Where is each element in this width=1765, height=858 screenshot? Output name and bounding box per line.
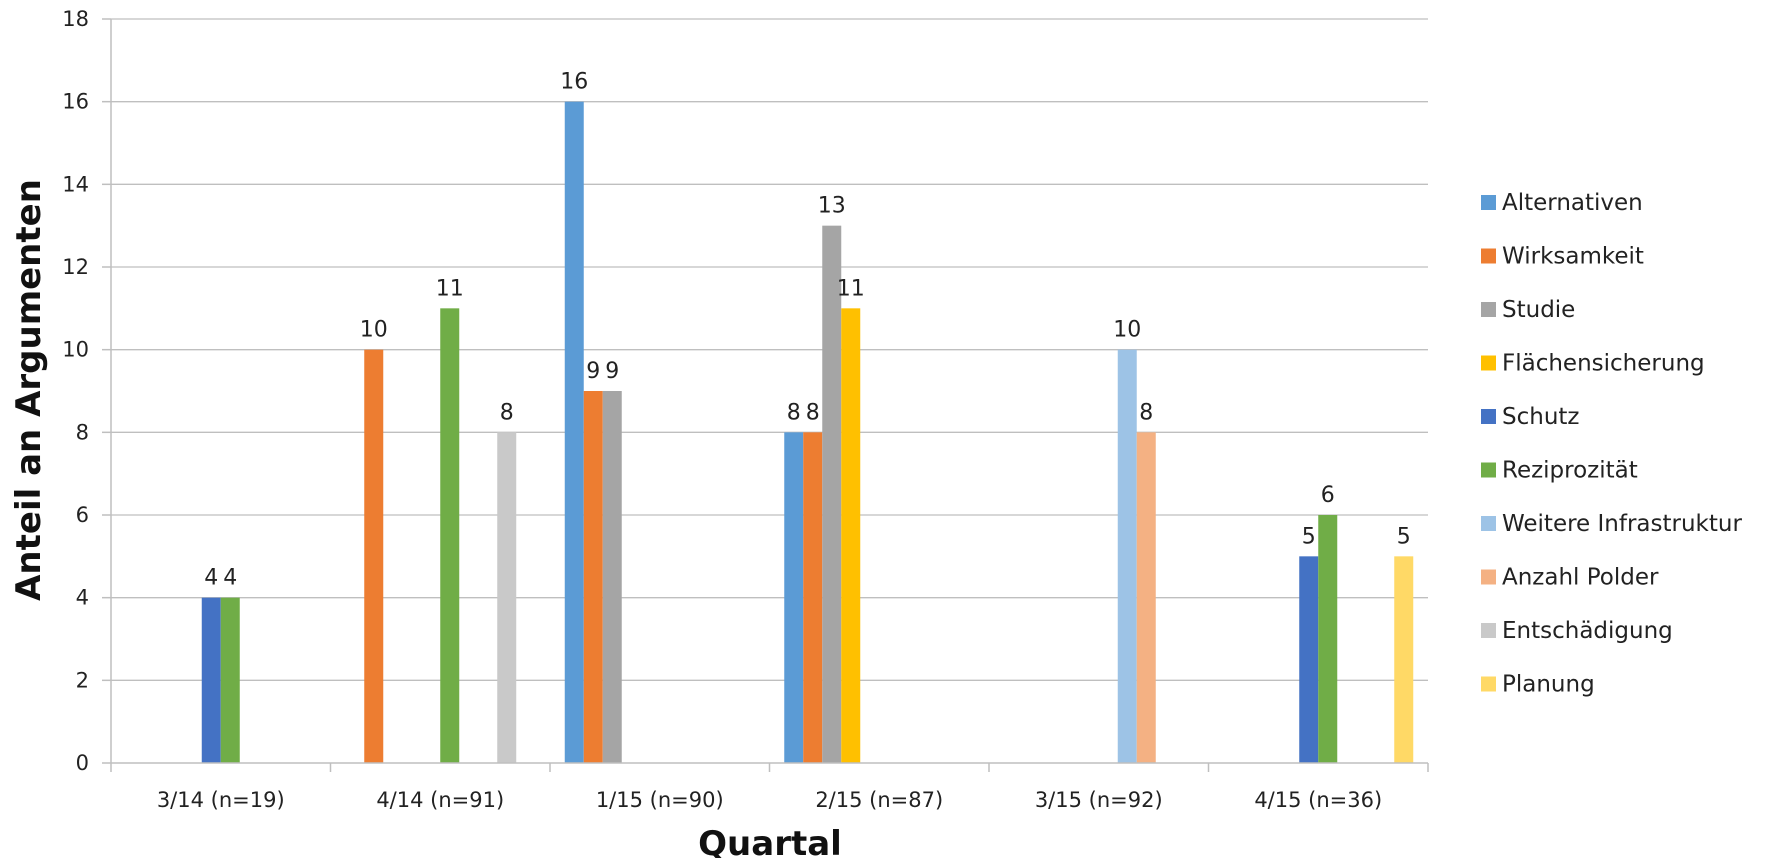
legend-swatch: [1481, 248, 1496, 264]
bar: [1117, 349, 1137, 763]
legend-swatch: [1481, 623, 1496, 638]
data-label: 9: [605, 359, 619, 384]
legend-swatch: [1481, 569, 1496, 585]
y-tick-label: 12: [62, 255, 89, 279]
bars: [201, 101, 1414, 763]
y-tick-label: 16: [62, 90, 89, 114]
y-tick-label: 18: [62, 7, 89, 31]
data-label: 16: [560, 70, 588, 95]
legend-label: Alternativen: [1502, 190, 1643, 216]
legend-label: Studie: [1502, 297, 1575, 323]
legend-label: Weitere Infrastruktur: [1502, 511, 1742, 537]
bar: [440, 308, 460, 763]
legend-label: Planung: [1502, 672, 1595, 698]
bar: [564, 101, 584, 763]
bar: [364, 349, 384, 763]
legend-label: Flächensicherung: [1502, 351, 1705, 377]
x-tick-label: 4/14 (n=91): [376, 788, 504, 812]
bar: [784, 432, 804, 763]
legend-label: Anzahl Polder: [1502, 565, 1659, 591]
gridlines: [111, 18, 1428, 681]
y-tick-label: 0: [76, 751, 89, 775]
legend-swatch: [1481, 462, 1496, 478]
x-axis-title: Quartal: [698, 824, 842, 858]
data-label: 4: [204, 566, 218, 591]
y-tick-label: 14: [62, 172, 89, 196]
legend-swatch: [1481, 676, 1496, 692]
bar: [841, 308, 861, 763]
data-label: 13: [818, 194, 846, 219]
data-label: 9: [586, 359, 600, 384]
legend-label: Wirksamkeit: [1502, 244, 1644, 270]
bar: [497, 432, 517, 763]
data-label: 5: [1302, 524, 1316, 549]
bar: [583, 391, 603, 763]
y-tick-label: 2: [76, 668, 89, 692]
y-tick-label: 8: [76, 420, 89, 444]
legend-label: Entschädigung: [1502, 618, 1673, 644]
y-tick-label: 6: [76, 503, 89, 527]
y-tick-label: 10: [62, 338, 89, 362]
data-label: 8: [500, 400, 514, 425]
bar: [220, 597, 240, 763]
legend-swatch: [1481, 409, 1496, 424]
data-label: 10: [360, 318, 388, 343]
bar: [1318, 515, 1338, 763]
data-label: 11: [436, 276, 464, 301]
legend-swatch: [1481, 355, 1496, 371]
bar: [201, 597, 221, 763]
legend: Alternativen Wirksamkeit Studie Flächensich…: [1481, 190, 1742, 698]
x-tick-label: 3/15 (n=92): [1035, 788, 1163, 812]
data-label: 5: [1397, 524, 1411, 549]
bar: [1394, 556, 1414, 763]
x-tick-label: 4/15 (n=36): [1254, 788, 1382, 812]
legend-label: Schutz: [1502, 404, 1580, 430]
bar: [803, 432, 823, 763]
axes: 0 2 4 6 8 10 12 14 16 18 3/14 (n=19) 4/14 (n=91) 1/1…: [62, 7, 1429, 812]
data-label: 8: [1139, 400, 1153, 425]
data-label: 11: [837, 276, 865, 301]
data-label: 6: [1321, 483, 1335, 508]
y-tick-label: 4: [76, 586, 89, 610]
data-label: 8: [806, 400, 820, 425]
y-axis-title: Anteil an Argumenten: [9, 179, 49, 601]
x-tick-label: 2/15 (n=87): [815, 788, 943, 812]
x-tick-label: 1/15 (n=90): [596, 788, 724, 812]
legend-label: Reziprozität: [1502, 458, 1638, 484]
bar: [602, 391, 622, 763]
legend-swatch: [1481, 516, 1496, 531]
bar: [1299, 556, 1319, 763]
legend-swatch: [1481, 302, 1496, 317]
legend-swatch: [1481, 195, 1496, 210]
bar: [1136, 432, 1156, 763]
data-label: 10: [1113, 318, 1141, 343]
x-tick-label: 3/14 (n=19): [157, 788, 285, 812]
bar: [822, 225, 842, 763]
data-label: 8: [787, 400, 801, 425]
data-label: 4: [223, 566, 237, 591]
